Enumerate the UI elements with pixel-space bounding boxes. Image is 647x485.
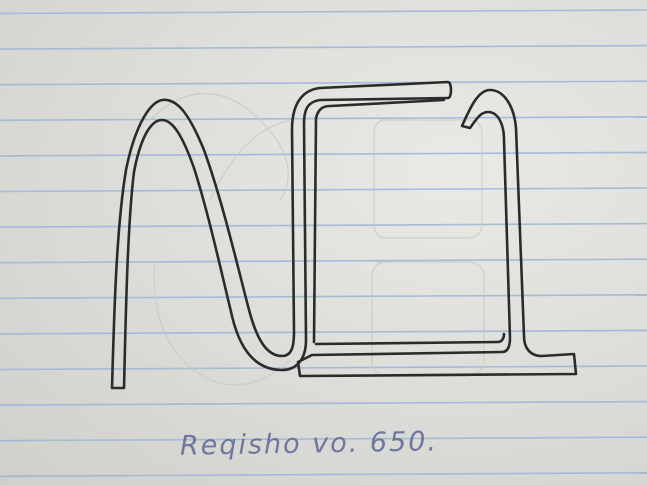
rule-line [0, 80, 647, 86]
pencil-outline-glyph [110, 80, 578, 390]
handwritten-caption: Reqisho vo. 650. [179, 426, 439, 462]
ruled-lines [0, 9, 647, 478]
rule-line [0, 187, 647, 193]
rule-line [0, 222, 647, 228]
rule-line [0, 472, 647, 478]
rule-line [0, 9, 647, 15]
rule-line [0, 116, 647, 122]
rule-line [0, 436, 647, 442]
rule-line [0, 294, 647, 300]
rule-line [0, 400, 647, 406]
rule-line [0, 329, 647, 335]
rule-line [0, 151, 647, 157]
rule-line [0, 44, 647, 50]
rule-line [0, 258, 647, 264]
rule-line [0, 365, 647, 371]
